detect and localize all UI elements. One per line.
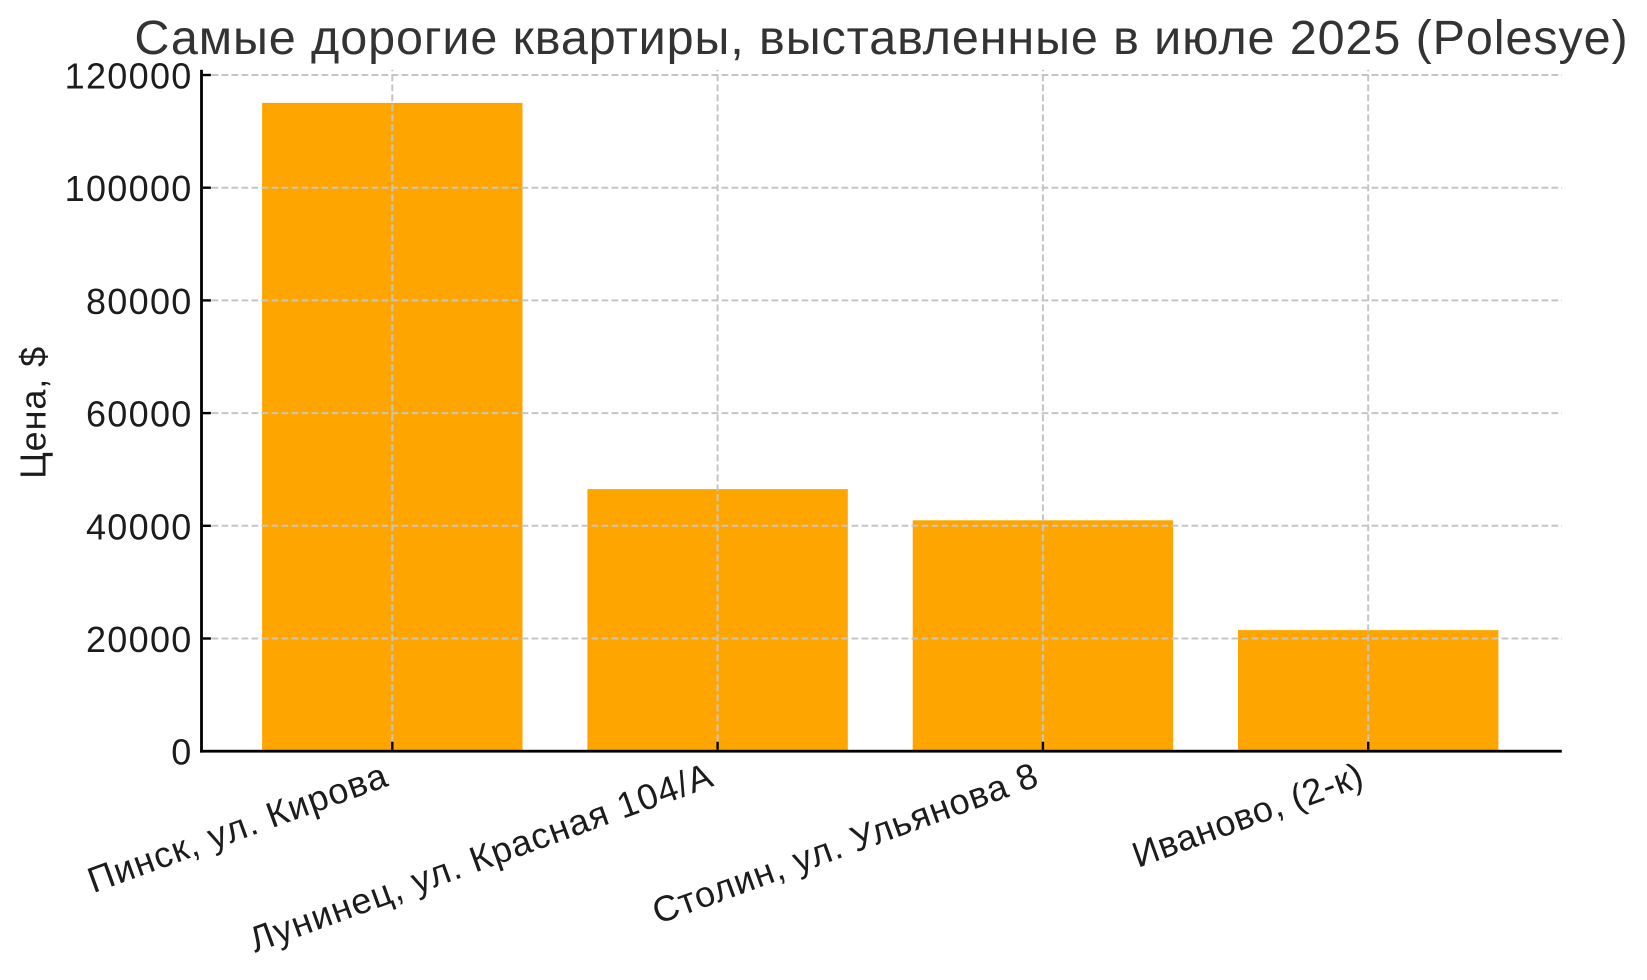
svg-text:100000: 100000: [65, 168, 193, 209]
svg-text:Самые дорогие квартиры, выстав: Самые дорогие квартиры, выставленные в и…: [134, 11, 1628, 65]
svg-text:40000: 40000: [86, 506, 193, 547]
svg-text:120000: 120000: [65, 56, 193, 97]
svg-text:Цена, $: Цена, $: [13, 346, 54, 479]
svg-text:60000: 60000: [86, 394, 193, 435]
svg-text:80000: 80000: [86, 281, 193, 322]
svg-text:20000: 20000: [86, 619, 193, 660]
svg-text:0: 0: [171, 732, 192, 773]
